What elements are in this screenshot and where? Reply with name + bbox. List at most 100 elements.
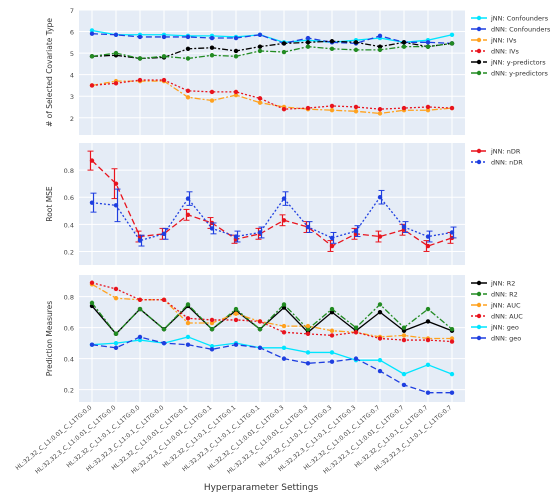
legend-marker bbox=[476, 324, 482, 330]
series-line bbox=[91, 33, 453, 45]
data-point bbox=[353, 47, 359, 53]
data-point bbox=[425, 337, 431, 343]
data-point bbox=[185, 34, 191, 40]
data-point bbox=[185, 95, 191, 100]
data-point bbox=[401, 40, 407, 45]
data-point bbox=[113, 203, 119, 208]
panel-covariates: 2 3 4 5 6 7 # of Selected Covariate Type jNN: C… bbox=[45, 7, 550, 135]
data-point bbox=[425, 306, 431, 312]
data-point bbox=[305, 35, 311, 41]
data-point bbox=[449, 105, 455, 111]
legend-marker bbox=[476, 148, 482, 154]
legend-label: jNN: IVs bbox=[490, 37, 517, 45]
y-tick-label: 7 bbox=[70, 7, 74, 15]
legend-marker bbox=[476, 26, 482, 32]
series-line bbox=[91, 196, 453, 242]
y-tick-label: 0.6 bbox=[64, 325, 74, 333]
legend-label: dNN: nDR bbox=[491, 159, 523, 167]
data-point bbox=[209, 89, 215, 95]
panel-root-mse: 0.2 0.4 0.6 0.8 Root MSE jNN: nDR dNN: nDR bbox=[45, 143, 523, 265]
series-line bbox=[91, 283, 452, 340]
data-point bbox=[401, 382, 407, 388]
y-tick-label: 0.6 bbox=[64, 194, 74, 202]
data-point bbox=[377, 195, 383, 200]
data-point bbox=[113, 181, 119, 186]
data-point bbox=[353, 40, 359, 45]
legend-marker bbox=[476, 159, 482, 165]
data-point bbox=[377, 302, 383, 307]
legend-label: jNN: AUC bbox=[490, 302, 521, 310]
data-point bbox=[281, 323, 287, 329]
data-point bbox=[113, 50, 119, 56]
y-tick-label: 0.2 bbox=[64, 387, 74, 395]
data-point bbox=[89, 280, 95, 285]
data-point bbox=[233, 306, 239, 312]
data-point bbox=[329, 103, 335, 109]
y-axis-label: # of Selected Covariate Type bbox=[45, 18, 54, 127]
data-point bbox=[377, 309, 383, 315]
data-point bbox=[377, 111, 383, 116]
data-point bbox=[401, 337, 407, 343]
series-line bbox=[91, 160, 453, 247]
data-point bbox=[449, 336, 455, 341]
data-point bbox=[329, 108, 335, 113]
data-point bbox=[353, 330, 359, 335]
data-point bbox=[161, 327, 167, 332]
data-point bbox=[449, 41, 455, 46]
legend-label: dNN: IVs bbox=[491, 48, 519, 56]
data-point bbox=[185, 334, 191, 340]
data-point bbox=[353, 109, 359, 114]
data-point bbox=[425, 44, 431, 49]
data-point bbox=[329, 46, 335, 51]
data-point bbox=[185, 302, 191, 307]
data-point bbox=[281, 330, 287, 335]
data-point bbox=[425, 362, 431, 368]
data-point bbox=[89, 342, 95, 347]
series-dnn-r2 bbox=[89, 300, 455, 337]
data-point bbox=[89, 158, 95, 163]
data-point bbox=[161, 231, 167, 237]
data-point bbox=[89, 28, 95, 33]
legend-marker bbox=[476, 70, 482, 76]
data-point bbox=[305, 327, 311, 332]
data-point bbox=[449, 230, 455, 235]
legend-marker bbox=[476, 15, 482, 21]
data-point bbox=[305, 323, 311, 329]
data-point bbox=[209, 226, 215, 231]
data-point bbox=[209, 317, 215, 323]
data-point bbox=[329, 359, 335, 364]
data-point bbox=[89, 200, 95, 205]
data-point bbox=[161, 297, 167, 302]
y-axis-label: Prediction Measures bbox=[45, 301, 54, 377]
legend: jNN: R2 dNN: R2 jNN: AUC dNN: AUC jNN: geo dN… bbox=[471, 280, 523, 343]
data-point bbox=[401, 105, 407, 111]
data-point bbox=[257, 32, 263, 37]
data-point bbox=[233, 89, 239, 95]
data-point bbox=[305, 331, 311, 337]
data-point bbox=[137, 297, 143, 302]
data-point bbox=[113, 286, 119, 292]
data-point bbox=[377, 47, 383, 53]
data-point bbox=[185, 342, 191, 347]
series-line bbox=[91, 79, 453, 110]
data-point bbox=[281, 345, 287, 350]
legend-marker bbox=[476, 37, 482, 43]
y-tick-label: 5 bbox=[70, 50, 74, 58]
series-dnn-auc bbox=[89, 280, 455, 344]
data-point bbox=[257, 96, 263, 101]
data-point bbox=[185, 56, 191, 61]
y-axis-label: Root MSE bbox=[45, 186, 54, 222]
data-point bbox=[377, 234, 383, 239]
data-point bbox=[233, 48, 239, 54]
legend-label: dNN: AUC bbox=[491, 313, 523, 321]
plot-area bbox=[79, 143, 465, 265]
data-point bbox=[209, 344, 215, 349]
legend-marker bbox=[476, 280, 482, 286]
y-tick-label: 0.8 bbox=[64, 167, 74, 175]
y-tick-label: 2 bbox=[70, 115, 74, 123]
data-point bbox=[233, 311, 239, 316]
y-tick-label: 3 bbox=[70, 93, 74, 101]
data-point bbox=[329, 235, 335, 241]
series-line bbox=[91, 42, 453, 60]
data-point bbox=[329, 309, 335, 315]
